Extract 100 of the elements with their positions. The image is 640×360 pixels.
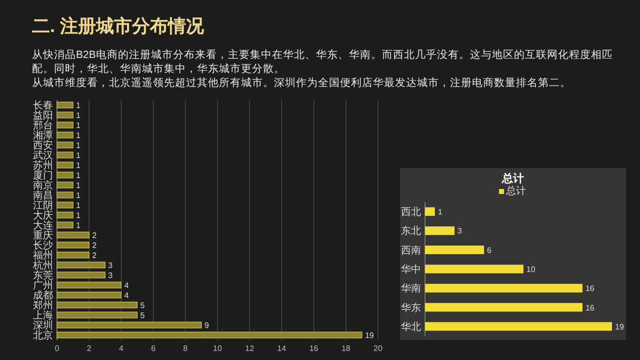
data-label: 9 (204, 321, 210, 330)
bar (425, 302, 582, 312)
bar (56, 292, 122, 298)
bar (56, 222, 74, 228)
y-tick-label: 重庆 (33, 230, 53, 242)
bar (56, 172, 74, 178)
y-tick-label: 邢台 (33, 120, 53, 132)
y-tick-label: 西北 (401, 206, 421, 218)
bar (56, 152, 74, 158)
data-label: 4 (124, 291, 130, 300)
data-label: 1 (76, 141, 82, 150)
bar (56, 262, 106, 268)
x-tick-label: 20 (374, 344, 383, 353)
x-tick-label: 2 (86, 344, 92, 353)
bar (56, 202, 74, 208)
data-label: 6 (487, 246, 492, 255)
y-tick-label: 郑州 (33, 300, 53, 312)
y-tick-label: 华北 (401, 320, 421, 333)
y-tick-label: 大庆 (33, 210, 53, 222)
y-tick-label: 东莞 (33, 270, 53, 282)
bar (425, 284, 582, 292)
data-label: 2 (92, 231, 98, 240)
bar (56, 312, 138, 318)
y-tick-label: 南京 (33, 180, 53, 192)
x-tick-label: 6 (151, 344, 156, 353)
x-tick-label: 16 (309, 344, 319, 353)
legend-label: 总计 (505, 185, 526, 197)
bar (56, 102, 74, 108)
x-tick-label: 12 (245, 344, 255, 353)
data-label: 1 (76, 111, 82, 120)
x-tick-label: 4 (118, 344, 124, 353)
bar (56, 132, 74, 138)
bar (56, 162, 74, 168)
text: 从城市维度看，北京遥遥领先超过其他所有城市。深圳作为全国便利店华最发达城市，注册电商数量排名第二。 (32, 76, 572, 90)
bar (56, 142, 74, 148)
y-tick-label: 华中 (401, 264, 421, 276)
bar (56, 242, 90, 248)
y-tick-label: 江阴 (33, 200, 53, 212)
data-label: 10 (526, 265, 536, 274)
y-tick-label: 湘潭 (33, 130, 53, 142)
data-label: 1 (76, 171, 82, 180)
x-tick-label: 14 (277, 344, 287, 353)
bar (56, 112, 74, 118)
data-label: 1 (76, 191, 82, 200)
data-label: 19 (364, 331, 374, 340)
y-tick-label: 武汉 (33, 150, 53, 162)
bar (56, 322, 202, 328)
bar (425, 264, 524, 274)
y-tick-label: 福州 (33, 250, 53, 262)
bar (425, 246, 484, 254)
bar (425, 226, 455, 236)
text: 从快消品B2B电商的注册城市分布来看，主要集中在华北、华东、华南。而西北几乎没有。这与地区的互联网化程度相匹配。同时，华北、华南城市集中，华东城市更分散。 (32, 48, 614, 76)
y-tick-label: 华东 (401, 302, 421, 314)
data-label: 1 (76, 101, 82, 110)
data-label: 1 (76, 181, 82, 190)
data-label: 3 (458, 226, 463, 236)
chart-title: 二. 注册城市分布情况 (32, 15, 204, 38)
y-tick-label: 上海 (33, 310, 53, 322)
data-label: 1 (76, 211, 82, 220)
y-tick-label: 长沙 (33, 240, 53, 252)
data-label: 2 (92, 251, 98, 260)
data-label: 1 (76, 161, 82, 170)
bar (56, 282, 122, 288)
bar (56, 332, 362, 338)
x-tick-label: 10 (213, 344, 222, 353)
y-tick-label: 厦门 (33, 170, 53, 182)
bar (56, 252, 90, 258)
data-label: 1 (76, 151, 82, 160)
data-label: 16 (585, 303, 595, 312)
data-label: 1 (76, 201, 82, 210)
bar (56, 192, 74, 198)
data-label: 1 (76, 121, 82, 130)
data-label: 4 (124, 281, 130, 290)
x-tick-label: 0 (54, 344, 60, 353)
y-tick-label: 苏州 (33, 160, 53, 172)
y-tick-label: 益阳 (33, 110, 53, 122)
data-label: 19 (615, 322, 624, 332)
y-tick-label: 长春 (33, 100, 53, 112)
y-tick-label: 西安 (33, 140, 53, 152)
data-label: 16 (585, 284, 595, 294)
y-tick-label: 华南 (401, 282, 421, 295)
x-tick-label: 8 (183, 344, 188, 353)
y-tick-label: 南昌 (33, 190, 53, 202)
chart-title: 总计 (501, 172, 524, 185)
x-tick-label: 18 (341, 344, 351, 353)
y-tick-label: 东北 (401, 225, 421, 238)
bar (425, 322, 612, 331)
y-tick-label: 深圳 (33, 320, 53, 332)
y-tick-label: 广州 (33, 280, 53, 292)
y-tick-label: 成都 (33, 290, 53, 302)
data-label: 1 (76, 221, 82, 230)
bar (56, 182, 74, 188)
y-tick-label: 杭州 (32, 260, 53, 272)
data-label: 5 (140, 311, 146, 320)
data-label: 1 (76, 131, 82, 140)
bar (425, 207, 435, 216)
data-label: 3 (108, 271, 114, 280)
data-label: 1 (438, 208, 443, 217)
bar (56, 122, 74, 128)
y-tick-label: 北京 (33, 330, 53, 342)
